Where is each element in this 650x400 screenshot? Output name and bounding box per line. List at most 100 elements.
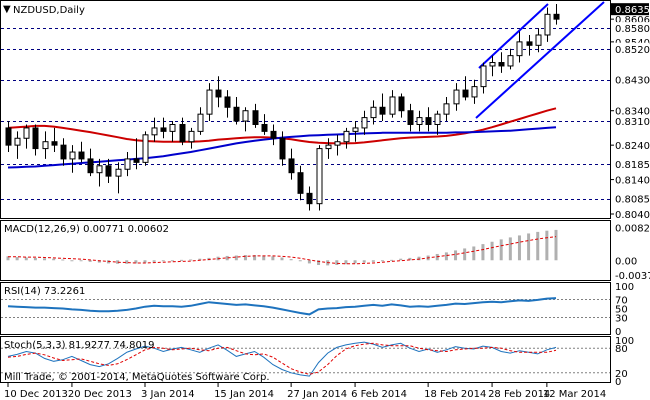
candle-bear [87,158,94,174]
candle-bull [361,117,368,129]
candle-bull [197,113,204,132]
level-label-bg [611,42,649,55]
macd-tick-label: 0.00826 [615,224,650,235]
macd-bar [454,250,458,261]
level-label: 0.8185 [615,160,650,171]
level-label-bg [611,192,649,205]
time-tick-label: 18 Feb 2014 [424,389,486,400]
macd-bar [97,260,101,263]
level-label-bg [611,22,649,35]
price-tick-label: 0.8140 [615,176,650,187]
stoch-tick-label: 20 [615,369,628,380]
macd-bar [417,256,421,261]
candle-bull [316,148,323,205]
candle-bear [288,158,295,174]
rsi-tick-label: 100 [615,282,634,293]
macd-bar [399,258,403,261]
macd-bar [390,259,394,261]
price-scale: 0.86060.85400.84300.83400.82400.81400.80… [610,3,650,221]
macd-bar [88,260,92,262]
candle-bear [78,151,85,160]
level-label-bg [611,73,649,86]
candle-bull [516,41,523,57]
candle-bear [215,89,222,98]
macd-bar [335,260,339,265]
macd-signal-line [8,236,557,265]
macd-bar [243,255,247,261]
macd-bar [545,230,549,261]
macd-bar [143,260,147,263]
macd-bar [481,244,485,261]
stoch-tick-label: 0 [615,377,621,388]
rsi-tick-label: 0 [615,327,621,338]
candle-bull [544,13,551,36]
macd-bar [472,246,476,261]
macd-bar [371,260,375,262]
candle-bull [325,144,332,150]
channel-upper-line[interactable] [478,3,549,69]
candle-bear [553,13,560,20]
macd-bar [307,260,311,264]
rsi-line [7,297,557,316]
triangle-down-icon[interactable]: ▼ [3,4,11,15]
macd-bar [536,231,540,261]
candle-bear [407,110,414,125]
macd-bar [170,260,174,262]
macd-bar [508,237,512,261]
macd-bar [6,256,10,261]
candle-bull [343,130,350,143]
candle-bull [142,134,149,163]
price-tick-label: 0.8240 [615,141,650,152]
stoch-main-line [7,341,557,377]
rsi-panel-frame [0,282,611,335]
candle-bear [498,62,505,67]
time-tick-label: 3 Jan 2014 [141,389,195,400]
macd-bar [298,260,302,262]
candle-bull [334,141,341,146]
macd-tick-label: -0.0037 [615,271,650,282]
channel-lower-line[interactable] [475,1,605,119]
level-label: 0.8520 [615,45,650,56]
candle-bull [42,141,49,150]
time-tick-label: 10 Dec 2013 [4,389,68,400]
candle-bull [96,165,103,174]
macd-bar [15,257,19,261]
macd-bar [289,259,293,261]
macd-bar [463,248,467,261]
level-label-bg [611,115,649,128]
macd-bar [152,260,156,262]
candle-bull [370,106,377,119]
candle-bull [169,123,176,132]
macd-panel: 0.00826 0.00 -0.0037 [6,224,650,282]
candle-bull [471,86,478,98]
macd-bar [517,235,521,261]
candle-bear [398,96,405,112]
macd-bar [271,256,275,261]
macd-bar [234,255,238,261]
copyright-text: Mill Trade, © 2001-2014, MetaQuotes Soft… [4,372,270,383]
macd-bar [344,260,348,265]
candle-bear [462,89,469,98]
candle-bear [306,192,313,205]
macd-bar [444,252,448,261]
candle-bull [535,34,542,46]
stoch-title: Stoch(5,3,3) 81.9277 74.8019 [4,340,155,351]
candle-bear [233,106,240,122]
rsi-tick-label: 70 [615,296,628,307]
candle-bear [60,144,67,160]
macd-bar [161,260,165,262]
candle-bear [32,127,39,150]
time-tick-label: 6 Feb 2014 [351,389,407,400]
macd-bar [125,260,129,264]
stoch-panel-frame [0,336,611,383]
time-tick-label: 12 Mar 2014 [543,389,606,400]
trend-channel[interactable] [475,1,605,119]
price-tick-label: 0.8606 [615,15,650,26]
current-price-badge [611,3,649,16]
candle-bull [389,96,396,115]
macd-bar [362,260,366,263]
rsi-tick-label: 30 [615,314,628,325]
